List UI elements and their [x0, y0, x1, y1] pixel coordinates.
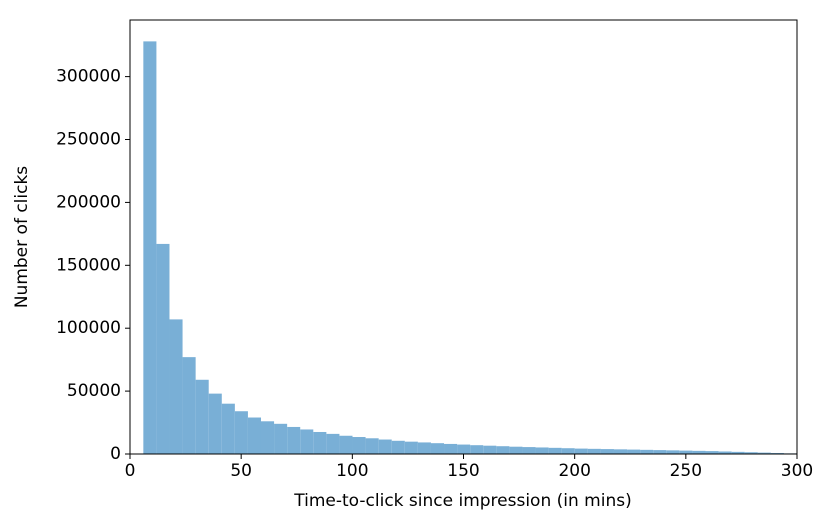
bar [613, 449, 628, 454]
bar [600, 449, 614, 454]
bar [574, 448, 588, 454]
bar [391, 440, 405, 454]
bar [770, 452, 784, 454]
x-tick-label: 150 [447, 461, 479, 481]
bar [509, 446, 523, 454]
plot-frame [129, 19, 798, 455]
bar [666, 450, 680, 454]
bar [731, 451, 745, 454]
bar [718, 451, 732, 454]
y-tick-label: 100000 [56, 318, 121, 338]
bar [430, 443, 445, 454]
bar [352, 437, 366, 454]
bar [195, 379, 209, 454]
bar [561, 448, 575, 454]
bar [143, 41, 157, 455]
y-tick-label: 150000 [56, 255, 121, 275]
bar [627, 449, 641, 454]
x-tick-label: 0 [125, 461, 136, 481]
y-tick-label: 250000 [56, 130, 121, 150]
bar [169, 319, 183, 454]
bar [378, 439, 392, 454]
bar [247, 417, 261, 454]
bar [208, 393, 222, 454]
bar [757, 452, 771, 454]
bar [221, 403, 235, 454]
bar [587, 448, 601, 454]
bar [313, 431, 327, 454]
x-axis-label: Time-to-click since impression (in mins) [293, 491, 631, 511]
x-tick-label: 100 [336, 461, 368, 481]
bar [522, 447, 536, 454]
bar [705, 451, 719, 454]
bar [483, 445, 497, 454]
bar [548, 447, 562, 454]
bar [692, 450, 706, 454]
bar [640, 449, 654, 454]
y-tick-label: 200000 [56, 192, 121, 212]
y-axis-label: Number of clicks [12, 166, 32, 308]
y-tick-label: 0 [110, 444, 121, 464]
bar [365, 438, 379, 454]
bar [287, 426, 301, 454]
bar [156, 243, 170, 454]
bar [404, 441, 418, 454]
bar [653, 450, 667, 454]
bar [326, 433, 340, 454]
x-tick-label: 50 [230, 461, 252, 481]
bar [535, 447, 549, 454]
bar [182, 357, 196, 454]
bar [457, 444, 471, 454]
bar [679, 450, 693, 454]
bar [234, 411, 248, 454]
bar [496, 446, 510, 454]
y-tick-label: 50000 [67, 381, 121, 401]
x-tick-label: 300 [781, 461, 813, 481]
y-tick-label: 300000 [56, 67, 121, 87]
bar [744, 452, 758, 454]
bar [260, 421, 275, 454]
bar [274, 423, 288, 454]
bar [339, 435, 353, 454]
bar [417, 442, 431, 454]
bar [300, 429, 314, 454]
x-tick-label: 200 [558, 461, 590, 481]
bar [470, 445, 484, 454]
bar [444, 443, 458, 454]
x-tick-label: 250 [670, 461, 702, 481]
